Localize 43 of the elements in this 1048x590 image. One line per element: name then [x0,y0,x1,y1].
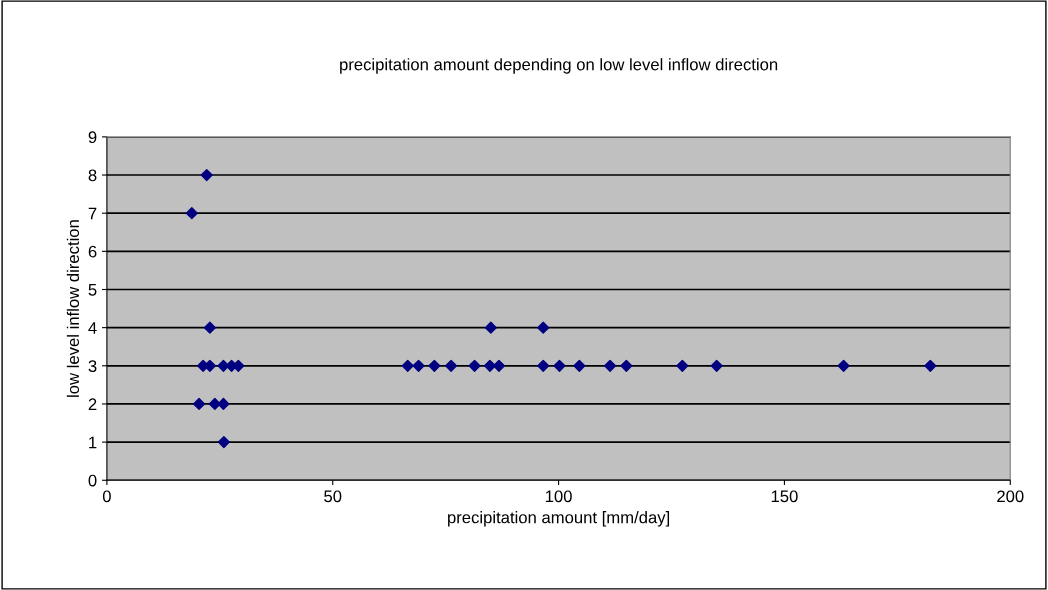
point [676,359,689,372]
point [412,359,425,372]
point [445,359,458,372]
x-tick-label: 0 [102,490,111,503]
y-axis-title: low level inflow direction [66,220,80,397]
point [484,321,497,334]
point [492,359,506,372]
point [428,359,441,372]
y-tick-label: 8 [88,169,97,182]
y-tick-label: 7 [88,207,97,220]
point [924,359,937,372]
y-tick-label: 3 [88,360,97,372]
point [200,168,213,182]
y-tick-label: 1 [89,436,97,449]
point [573,359,586,372]
y-tick-label: 4 [88,322,97,334]
x-tick-label: 150 [771,490,798,503]
point [604,359,617,372]
point [620,359,633,372]
x-axis-title: precipitation amount [mm/day] [448,511,670,527]
point [217,397,230,411]
point [537,321,550,334]
point [537,359,550,372]
point [185,207,198,220]
y-tick-label: 5 [88,284,97,296]
y-tick-label: 9 [88,131,97,144]
y-tick-label: 2 [88,398,97,410]
point [837,359,850,372]
point [483,359,497,372]
x-tick-label: 100 [545,490,572,503]
point [553,359,566,372]
x-tick-label: 50 [324,490,342,503]
point [203,321,216,334]
point [217,436,230,449]
point [401,359,414,372]
point [468,359,481,372]
chart-title: precipitation amount depending on low level inflow direction [340,58,778,74]
x-tick-label: 200 [997,490,1024,503]
y-tick-label: 6 [88,245,97,258]
point [208,397,221,411]
y-tick-label: 0 [88,474,97,487]
point [192,397,206,411]
point [710,359,723,372]
